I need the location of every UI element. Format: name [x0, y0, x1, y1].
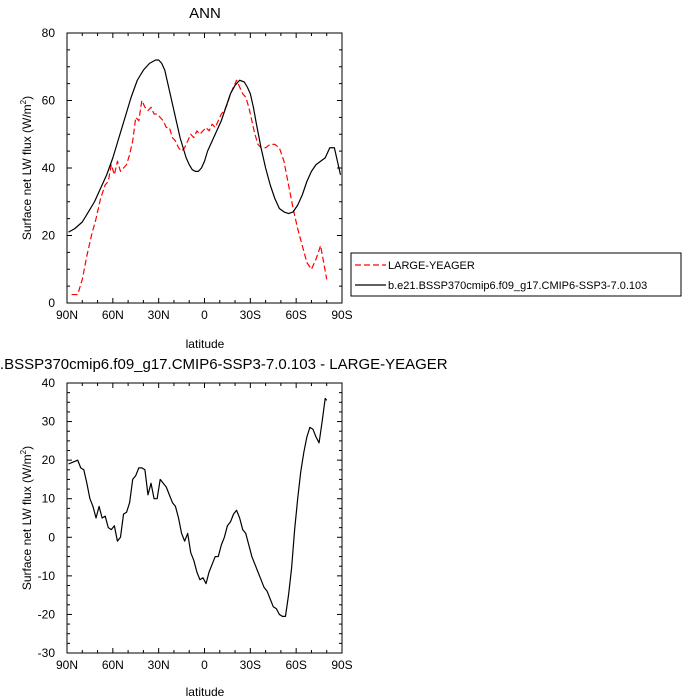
top-chart: ANN 90N 60N 30N 0 30S 60S 90S 0 20 40 60 80 latitud…	[19, 5, 353, 351]
top-xtick-label-6: 90S	[331, 308, 352, 322]
top-xtick-label-1: 60N	[102, 308, 124, 322]
bottom-ytick-label-5: 20	[42, 453, 56, 467]
bottom-chart-ylabel: Surface net LW flux (W/m2)	[19, 446, 34, 590]
bottom-ytick-label-7: 40	[42, 376, 56, 390]
bottom-xtick-label-0: 90N	[56, 658, 78, 672]
bottom-chart-frame	[66, 382, 343, 654]
bottom-chart-ylabel-close: )	[20, 446, 34, 450]
top-ytick-label-2: 40	[42, 161, 56, 175]
top-xtick-label-4: 30S	[240, 308, 261, 322]
top-series-line-1	[68, 59, 342, 233]
bottom-ytick-label-1: -20	[38, 607, 56, 621]
bottom-chart-ylabel-sup: 2	[19, 449, 28, 454]
bottom-ytick-label-0: -30	[38, 646, 56, 660]
bottom-ytick-label-4: 10	[42, 492, 56, 506]
legend-label-b-e21: b.e21.BSSP370cmip6.f09_g17.CMIP6-SSP3-7.…	[388, 280, 647, 292]
top-xtick-label-2: 30N	[148, 308, 170, 322]
bottom-xtick-label-2: 30N	[148, 658, 170, 672]
legend-box	[350, 252, 682, 297]
top-chart-lines	[68, 59, 342, 296]
bottom-xtick-label-6: 90S	[331, 658, 352, 672]
legend: LARGE-YEAGER b.e21.BSSP370cmip6.f09_g17.…	[350, 252, 682, 297]
top-chart-xlabel: latitude	[186, 337, 225, 351]
top-xtick-label-0: 90N	[56, 308, 78, 322]
top-ytick-label-0: 0	[48, 296, 55, 310]
bottom-ytick-label-2: -10	[38, 569, 56, 583]
legend-label-large-yeager: LARGE-YEAGER	[388, 260, 475, 272]
top-chart-ylabel-close: )	[20, 96, 34, 100]
top-chart-ylabel-main: Surface net LW flux (W/m	[20, 104, 34, 240]
top-xtick-label-3: 0	[201, 308, 208, 322]
top-chart-frame	[66, 32, 343, 304]
bottom-series-line-0	[68, 397, 328, 617]
bottom-chart-lines	[68, 397, 328, 617]
bottom-chart: b.e21.BSSP370cmip6.f09_g17.CMIP6-SSP3-7.…	[0, 356, 448, 699]
top-chart-ticks: 90N 60N 30N 0 30S 60S 90S 0 20 40 60 80	[42, 26, 353, 322]
top-chart-title: ANN	[189, 5, 221, 22]
top-chart-ylabel-sup: 2	[19, 99, 28, 104]
bottom-chart-ylabel-main: Surface net LW flux (W/m	[20, 454, 34, 590]
top-series-line-0	[71, 79, 328, 296]
top-ytick-label-3: 60	[42, 94, 56, 108]
top-chart-ylabel: Surface net LW flux (W/m2)	[19, 96, 34, 240]
bottom-xtick-label-4: 30S	[240, 658, 261, 672]
bottom-chart-xlabel: latitude	[186, 685, 225, 699]
bottom-ytick-label-3: 0	[48, 530, 55, 544]
top-ytick-label-1: 20	[42, 229, 56, 243]
top-xtick-label-5: 60S	[285, 308, 306, 322]
bottom-xtick-label-1: 60N	[102, 658, 124, 672]
bottom-xtick-label-3: 0	[201, 658, 208, 672]
bottom-xtick-label-5: 60S	[285, 658, 306, 672]
bottom-ytick-label-6: 30	[42, 415, 56, 429]
bottom-chart-title: b.e21.BSSP370cmip6.f09_g17.CMIP6-SSP3-7.…	[0, 356, 448, 373]
top-ytick-label-4: 80	[42, 26, 56, 40]
bottom-chart-ticks: 90N 60N 30N 0 30S 60S 90S -30 -20 -10 0 10 20 30 40	[38, 376, 353, 672]
